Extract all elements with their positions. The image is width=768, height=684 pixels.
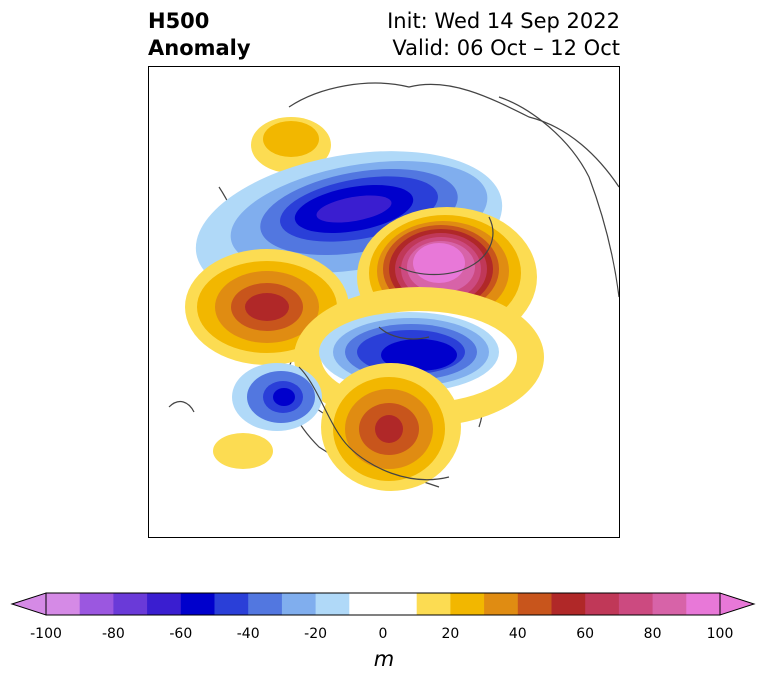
title-right: Init: Wed 14 Sep 2022 Valid: 06 Oct – 12… — [387, 8, 620, 62]
title-left: H500 Anomaly — [148, 8, 251, 62]
contour-subtropical-ridge — [213, 433, 273, 469]
colorbar-tick-label: -20 — [304, 626, 328, 642]
colorbar — [10, 592, 756, 616]
colorbar-bin — [315, 593, 350, 615]
colorbar-bin — [585, 593, 620, 615]
colorbar-bin — [551, 593, 586, 615]
colorbar-bin — [517, 593, 552, 615]
colorbar-tick-label: -80 — [101, 626, 125, 642]
colorbar-tick-label: -40 — [236, 626, 260, 642]
colorbar-bin — [652, 593, 687, 615]
colorbar-bin — [383, 593, 418, 615]
colorbar-tick-label: 80 — [643, 626, 662, 642]
colorbar-bin — [450, 593, 485, 615]
title-type: Anomaly — [148, 36, 251, 60]
colorbar-bin — [180, 593, 215, 615]
init-time: Init: Wed 14 Sep 2022 — [387, 9, 620, 33]
colorbar-extend-max — [719, 592, 756, 616]
valid-range: Valid: 06 Oct – 12 Oct — [392, 36, 620, 60]
colorbar-bin — [281, 593, 317, 615]
colorbar-tick-label: 40 — [508, 626, 527, 642]
colorbar-bin — [214, 593, 249, 615]
colorbar-bin — [46, 593, 81, 615]
title-field: H500 — [148, 9, 210, 33]
colorbar-bin — [79, 593, 114, 615]
colorbar-tick-label: 60 — [576, 626, 595, 642]
colorbar-tick-label: 0 — [378, 626, 388, 642]
colorbar-bin — [686, 593, 721, 615]
colorbar-bin — [113, 593, 148, 615]
colorbar-bin — [484, 593, 519, 615]
colorbar-unit: m — [373, 647, 395, 671]
colorbar-bin — [147, 593, 182, 615]
colorbar-tick-label: -100 — [30, 626, 62, 642]
colorbar-outline — [45, 592, 721, 616]
map-panel — [148, 66, 620, 538]
colorbar-bin — [248, 593, 283, 615]
colorbar-bins — [46, 593, 721, 615]
anomaly-contours — [185, 117, 544, 491]
colorbar-extend-min — [10, 592, 47, 616]
colorbar-bin — [618, 593, 654, 615]
colorbar-tick-label: -60 — [169, 626, 193, 642]
anomaly-map — [168, 82, 619, 491]
colorbar-tick-label: 100 — [706, 626, 734, 642]
colorbar-bin — [416, 593, 451, 615]
colorbar-bin — [349, 593, 384, 615]
colorbar-tick-label: 20 — [441, 626, 460, 642]
